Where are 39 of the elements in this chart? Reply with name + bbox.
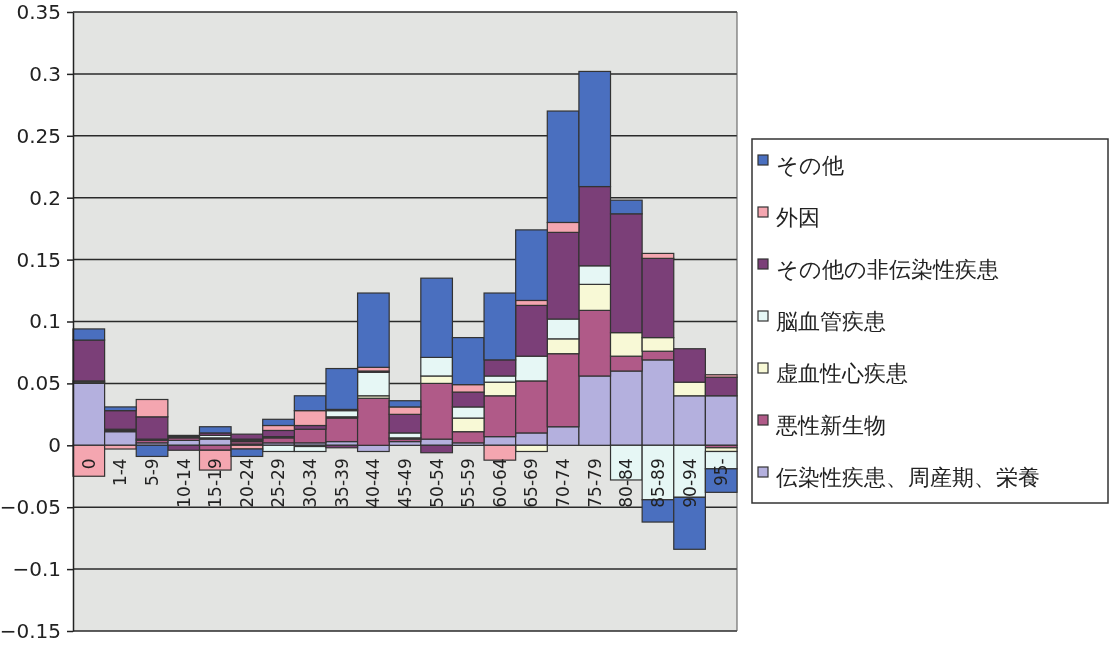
x-tick-label: 70-74: [553, 458, 574, 508]
x-tick-label: 10-14: [173, 458, 194, 508]
y-tick-label: 0.3: [29, 61, 61, 86]
y-tick-label: 0.35: [16, 0, 61, 24]
legend-label: 外因: [776, 204, 820, 230]
legend-label: その他の非伝染性疾患: [776, 256, 999, 282]
x-tick-label: 65-69: [521, 458, 542, 508]
legend-label: 虚血性心疾患: [776, 360, 908, 386]
x-tick-label: 40-44: [363, 458, 384, 508]
y-tick-label: −0.1: [12, 557, 61, 581]
y-tick-label: 0.2: [29, 185, 61, 210]
y-tick-label: 0.15: [16, 247, 61, 272]
x-tick-label: 30-34: [300, 458, 321, 508]
x-tick-label: 95-: [711, 458, 732, 487]
x-tick-label: 5-9: [142, 458, 162, 487]
x-tick-label: 25-29: [268, 458, 289, 508]
x-tick-label: 85-89: [647, 458, 668, 508]
y-tick-label: 0: [48, 433, 61, 458]
legend-label: 伝染性疾患、周産期、栄養: [776, 464, 1040, 490]
x-tick-label: 0: [78, 458, 99, 470]
y-tick-label: 0.05: [16, 371, 61, 396]
x-tick-label: 15-19: [205, 458, 226, 508]
x-tick-label: 60-64: [489, 458, 510, 508]
y-tick-label: 0.1: [29, 309, 61, 334]
x-tick-label: 80-84: [616, 458, 637, 508]
x-tick-label: 20-24: [236, 458, 257, 508]
y-tick-label: 0.25: [16, 123, 61, 148]
x-tick-label: 45-49: [394, 458, 415, 508]
x-tick-label: 75-79: [584, 458, 605, 508]
x-tick-label: 55-59: [458, 458, 479, 508]
y-tick-label: −0.15: [0, 618, 61, 643]
x-tick-label: 90-94: [679, 458, 700, 508]
x-tick-label: 35-39: [331, 458, 352, 508]
x-tick-label: 1-4: [110, 458, 131, 487]
y-tick-label: −0.05: [0, 495, 61, 520]
legend-label: 脳血管疾患: [776, 308, 886, 334]
x-tick-label: 50-54: [426, 458, 447, 508]
legend-label: その他: [776, 152, 844, 178]
legend-label: 悪性新生物: [775, 412, 886, 438]
